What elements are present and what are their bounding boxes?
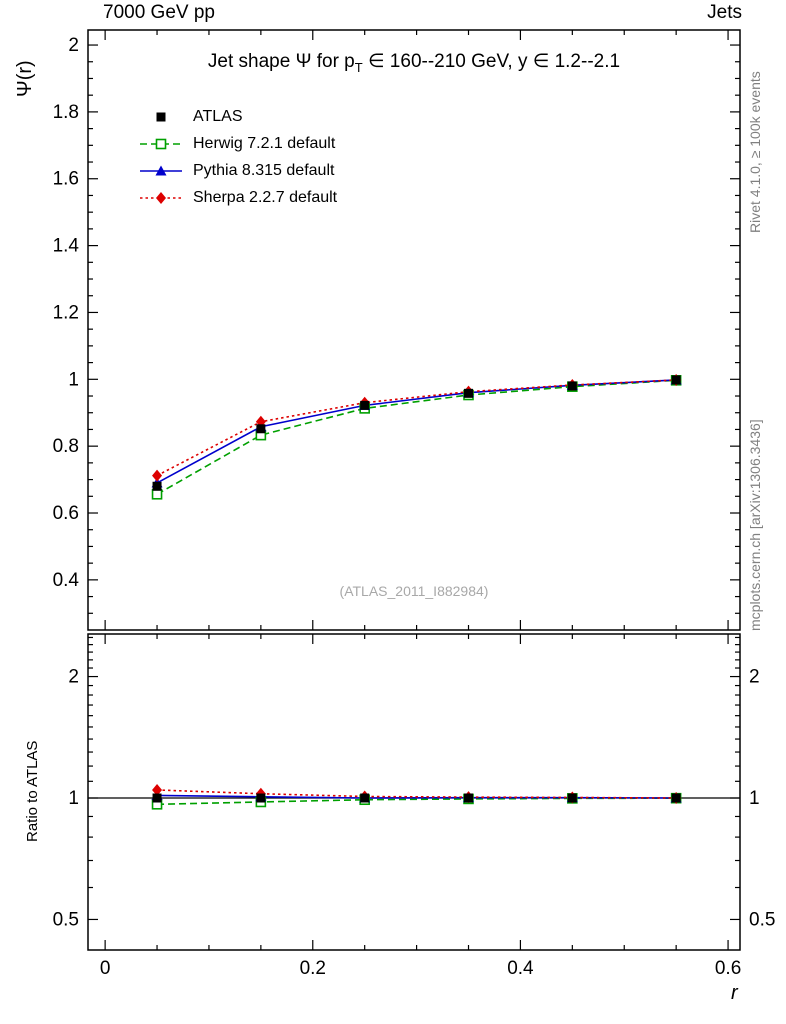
legend-label: Pythia 8.315 default [193, 161, 335, 179]
svg-text:0.5: 0.5 [749, 909, 775, 930]
square-marker-icon [567, 793, 577, 803]
svg-text:0.2: 0.2 [300, 958, 326, 979]
square-marker-icon [155, 138, 167, 149]
svg-text:2: 2 [68, 667, 79, 688]
svg-text:1.6: 1.6 [53, 169, 79, 190]
svg-text:0.6: 0.6 [53, 503, 79, 524]
legend-item-herwig-7-2-1-default: Herwig 7.2.1 default [138, 130, 337, 157]
series-line-sherpa-2-2-7-default [156, 379, 677, 799]
plot-title: Jet shape Ψ for pT ∈ 160--210 GeV, y ∈ 1… [88, 50, 740, 75]
legend-sample-icon [140, 191, 182, 204]
triangle-marker-icon [155, 165, 167, 175]
svg-text:1.2: 1.2 [53, 302, 79, 323]
square-marker-icon [464, 388, 474, 398]
square-marker-icon [152, 793, 162, 803]
square-marker-icon [464, 793, 474, 803]
square-marker-icon [156, 112, 166, 121]
svg-text:2: 2 [749, 667, 760, 688]
square-marker-icon [671, 793, 681, 803]
analysis-group-label: Jets [707, 2, 742, 23]
plot-title-sub: T [354, 59, 363, 75]
panel-frames [87, 29, 741, 951]
x-axis-label: r [731, 982, 738, 1004]
legend-item-atlas: ATLAS [138, 103, 337, 130]
axis-tick-labels: 0 0.2 0.4 0.6 0.4 0.6 0.8 1 1.2 1.4 1.6 1.8 2 0.5 0.5 1… [53, 35, 776, 979]
mcplots-arxiv-note: mcplots.cern.ch [arXiv:1306.3436] [747, 419, 763, 631]
square-marker-icon [360, 793, 370, 803]
legend-sample-icon [140, 165, 182, 175]
square-marker-icon [360, 400, 370, 410]
ratio-y-axis-label: Ratio to ATLAS [24, 740, 41, 842]
beam-energy-label: 7000 GeV pp [103, 2, 215, 23]
svg-text:0: 0 [100, 958, 111, 979]
rivet-version-note: Rivet 4.1.0, ≥ 100k events [747, 71, 763, 233]
svg-text:2: 2 [68, 35, 79, 56]
diamond-marker-icon [152, 469, 163, 482]
series-line-pythia-8-315-default [156, 379, 677, 799]
svg-text:0.8: 0.8 [53, 436, 79, 457]
diamond-marker-icon [156, 191, 166, 204]
axis-ticks [88, 30, 740, 950]
square-marker-icon [152, 481, 162, 491]
svg-text:1: 1 [68, 788, 79, 809]
square-marker-icon [256, 424, 266, 434]
plot-title-pre: Jet shape Ψ for p [207, 51, 355, 72]
svg-text:1.8: 1.8 [53, 102, 79, 123]
main-panel-frame [87, 29, 741, 631]
square-marker-icon [151, 488, 163, 500]
svg-text:0.6: 0.6 [715, 958, 741, 979]
legend-label: ATLAS [193, 107, 243, 125]
svg-text:1.4: 1.4 [53, 236, 80, 257]
square-marker-icon [671, 375, 681, 385]
svg-text:0.4: 0.4 [53, 570, 80, 591]
svg-text:1: 1 [749, 788, 760, 809]
legend-item-sherpa-2-2-7-default: Sherpa 2.2.7 default [138, 184, 337, 211]
diamond-marker-icon [152, 783, 163, 796]
svg-text:0.4: 0.4 [507, 958, 534, 979]
legend-sample-icon [140, 138, 182, 149]
svg-text:1: 1 [68, 369, 79, 390]
legend-label: Herwig 7.2.1 default [193, 134, 336, 152]
legend-label: Sherpa 2.2.7 default [193, 188, 338, 206]
legend: ATLAS Herwig 7.2.1 default Pythia 8.315 de… [138, 103, 337, 211]
svg-text:0.5: 0.5 [53, 909, 79, 930]
analysis-id-watermark: (ATLAS_2011_I882984) [339, 583, 489, 599]
series-points-atlas [152, 375, 681, 803]
ratio-panel-frame [87, 633, 741, 951]
plot-title-post: ∈ 160--210 GeV, y ∈ 1.2--2.1 [362, 51, 621, 72]
square-marker-icon [256, 793, 266, 803]
main-y-axis-label: Ψ(r) [14, 60, 36, 97]
legend-sample-icon [156, 112, 166, 121]
legend-item-pythia-8-315-default: Pythia 8.315 default [138, 157, 337, 184]
square-marker-icon [567, 381, 577, 391]
